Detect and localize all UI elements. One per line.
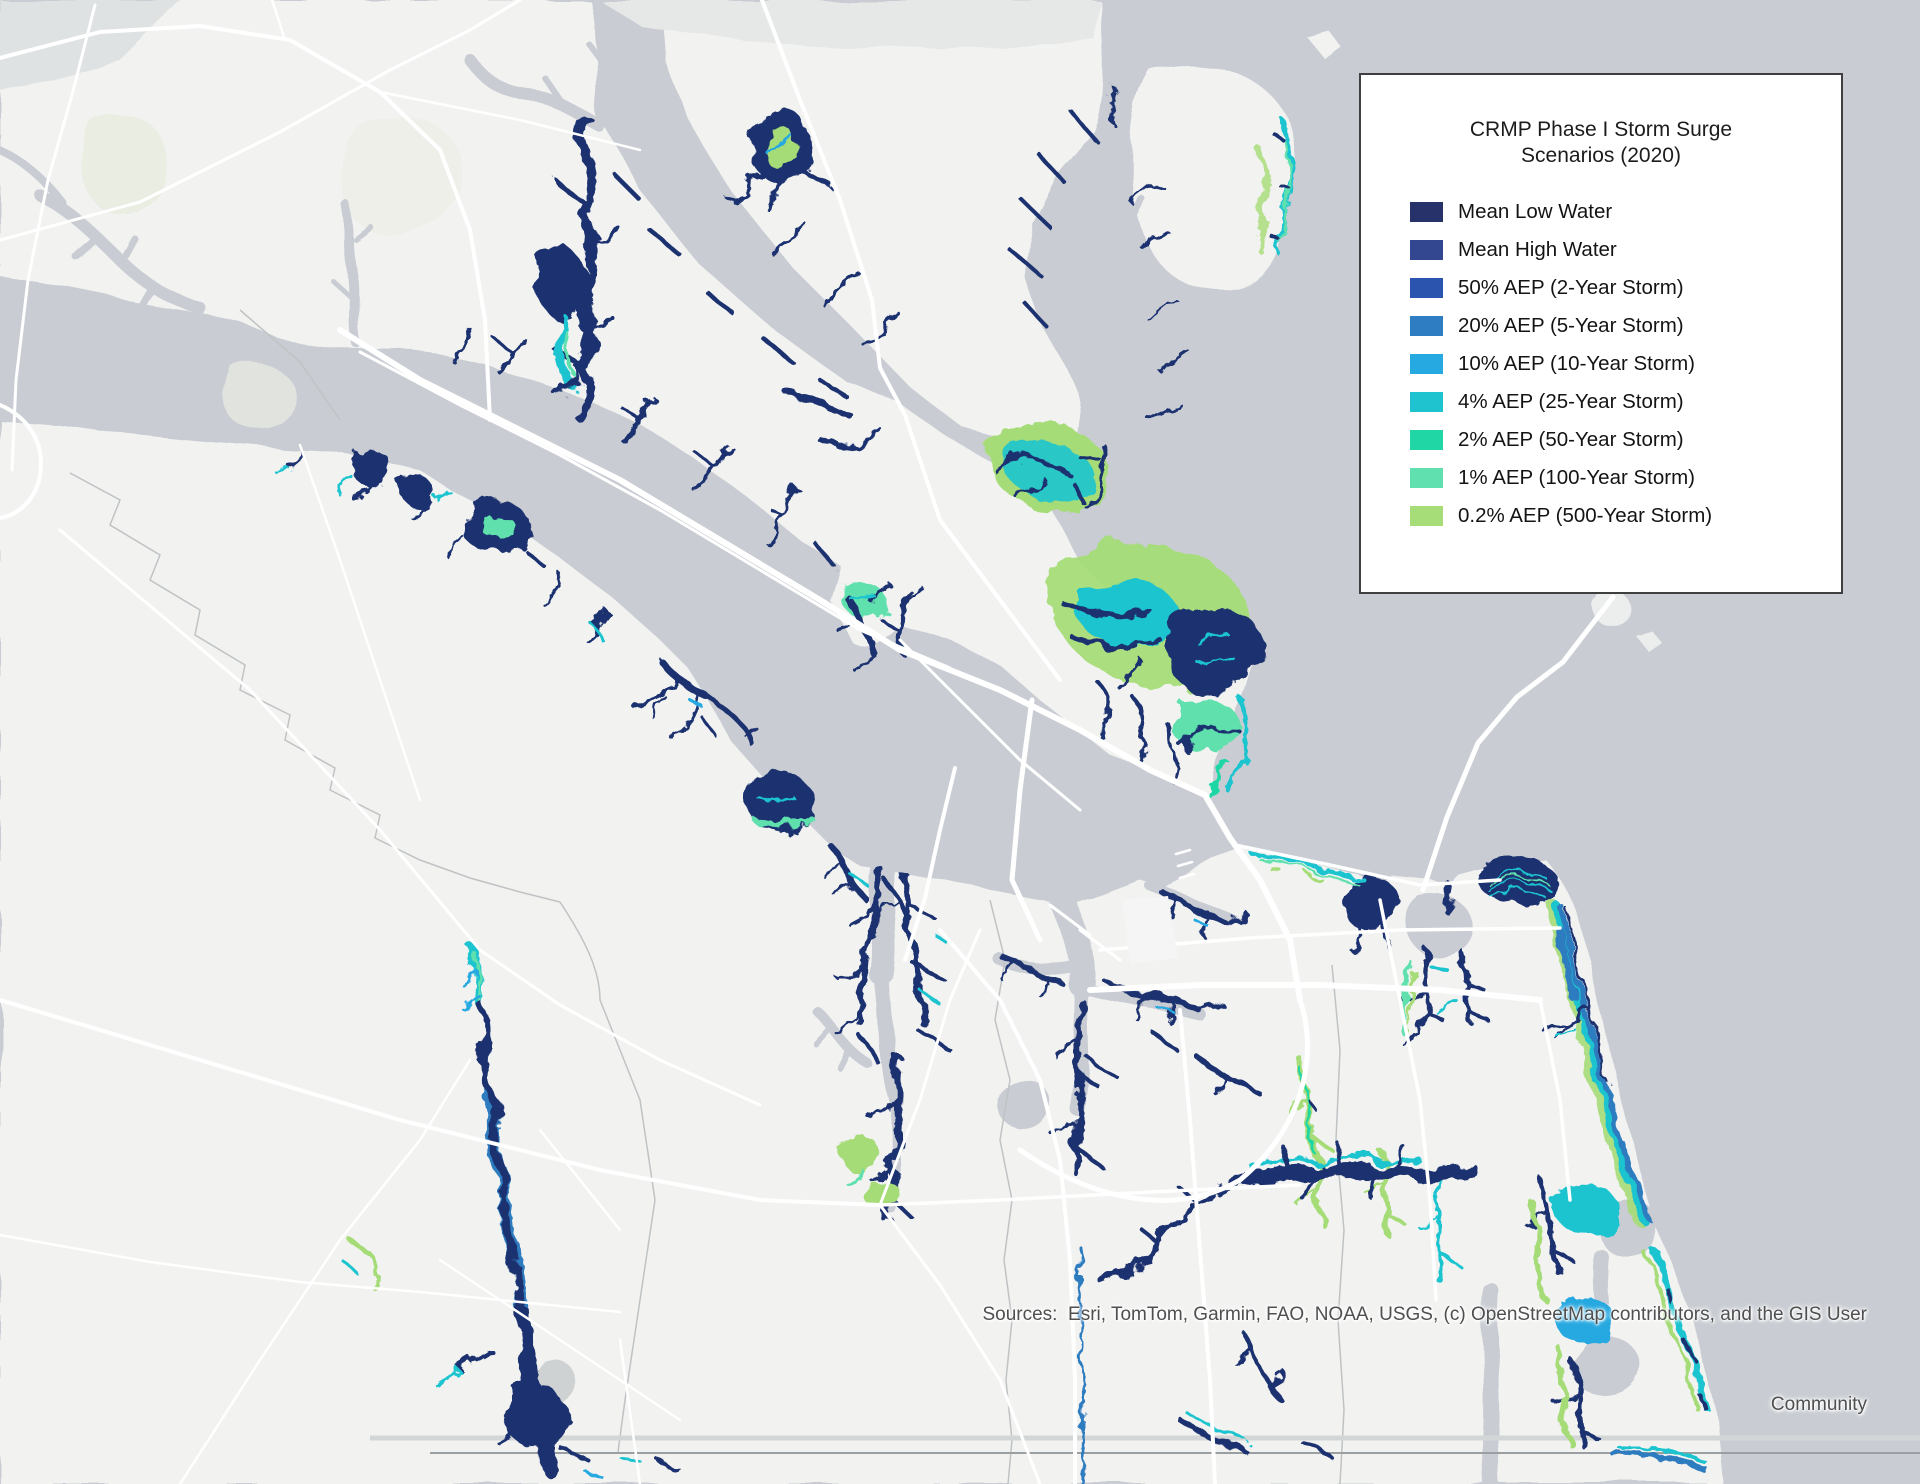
legend-item: 20% AEP (5-Year Storm) bbox=[1410, 307, 1841, 345]
legend-title-line2: Scenarios (2020) bbox=[1521, 144, 1681, 167]
legend-item-label: 1% AEP (100-Year Storm) bbox=[1458, 466, 1696, 489]
map-attribution: Sources: Esri, TomTom, Garmin, FAO, NOAA… bbox=[982, 1240, 1867, 1450]
legend-item-label: 4% AEP (25-Year Storm) bbox=[1458, 390, 1684, 413]
attribution-line2: Community bbox=[1770, 1394, 1867, 1415]
legend-swatch bbox=[1410, 392, 1443, 412]
land-tint-layer bbox=[81, 115, 462, 431]
legend-item: Mean Low Water bbox=[1410, 193, 1841, 231]
legend-swatch bbox=[1410, 468, 1443, 488]
legend-swatch bbox=[1410, 240, 1443, 260]
road-layer bbox=[0, 0, 1616, 1484]
legend-items: Mean Low Water Mean High Water 50% AEP (… bbox=[1410, 193, 1841, 535]
legend-item: 10% AEP (10-Year Storm) bbox=[1410, 345, 1841, 383]
legend-item: 0.2% AEP (500-Year Storm) bbox=[1410, 497, 1841, 535]
legend-item: 50% AEP (2-Year Storm) bbox=[1410, 269, 1841, 307]
legend-swatch bbox=[1410, 506, 1443, 526]
legend-item: Mean High Water bbox=[1410, 231, 1841, 269]
legend-swatch bbox=[1410, 430, 1443, 450]
legend-swatch bbox=[1410, 316, 1443, 336]
legend-title: CRMP Phase I Storm Surge Scenarios (2020… bbox=[1361, 117, 1841, 169]
legend-item: 4% AEP (25-Year Storm) bbox=[1410, 383, 1841, 421]
legend-swatch bbox=[1410, 202, 1443, 222]
legend-item-label: 10% AEP (10-Year Storm) bbox=[1458, 352, 1696, 375]
legend-title-line1: CRMP Phase I Storm Surge bbox=[1469, 118, 1733, 141]
legend-item-label: 2% AEP (50-Year Storm) bbox=[1458, 428, 1684, 451]
legend-item-label: 50% AEP (2-Year Storm) bbox=[1458, 276, 1684, 299]
craney-island bbox=[1122, 896, 1178, 964]
legend-item: 2% AEP (50-Year Storm) bbox=[1410, 421, 1841, 459]
legend-panel: CRMP Phase I Storm Surge Scenarios (2020… bbox=[1359, 73, 1843, 594]
boundary-layer bbox=[69, 309, 1920, 1484]
legend-swatch bbox=[1410, 278, 1443, 298]
legend-item-label: Mean High Water bbox=[1458, 238, 1617, 261]
attribution-line1: Sources: Esri, TomTom, Garmin, FAO, NOAA… bbox=[982, 1304, 1867, 1325]
legend-item-label: 20% AEP (5-Year Storm) bbox=[1458, 314, 1684, 337]
legend-item: 1% AEP (100-Year Storm) bbox=[1410, 459, 1841, 497]
legend-item-label: Mean Low Water bbox=[1458, 200, 1613, 223]
legend-swatch bbox=[1410, 354, 1443, 374]
legend-item-label: 0.2% AEP (500-Year Storm) bbox=[1458, 504, 1713, 527]
